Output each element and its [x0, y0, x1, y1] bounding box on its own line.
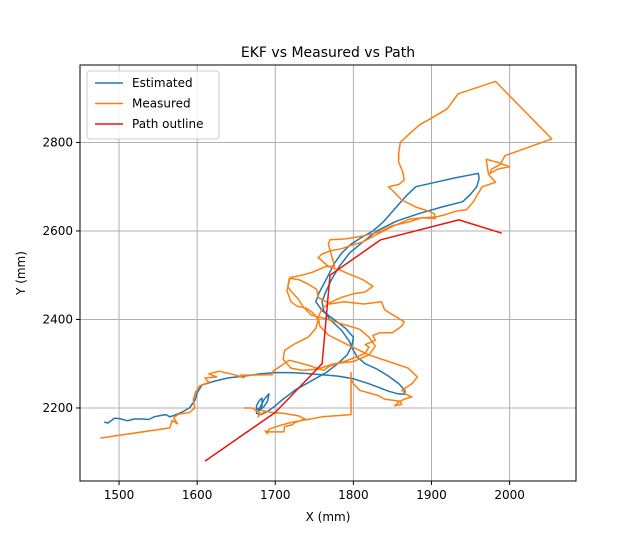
series-line-estimated [104, 172, 480, 424]
legend: Estimated Measured Path outline [86, 70, 220, 140]
series-line-path-outline [204, 219, 503, 462]
legend-label-measured: Measured [132, 97, 191, 111]
y-tick-label: 2600 [42, 224, 73, 238]
x-tick-label: 1800 [338, 488, 369, 502]
y-tick-label: 2200 [42, 401, 73, 415]
x-axis-label: X (mm) [306, 510, 351, 524]
x-tick-label: 1500 [104, 488, 135, 502]
y-tick-label: 2400 [42, 312, 73, 326]
series-layer [100, 80, 553, 462]
x-tick-label: 2000 [494, 488, 525, 502]
legend-box [86, 70, 220, 140]
x-tick-label: 1900 [416, 488, 447, 502]
y-tick-label: 2800 [42, 135, 73, 149]
series-line-measured [100, 80, 553, 439]
chart-title: EKF vs Measured vs Path [241, 45, 415, 61]
x-tick-label: 1600 [182, 488, 213, 502]
plot-frame [79, 64, 577, 482]
y-axis-label: Y (mm) [14, 251, 28, 296]
legend-label-path-outline: Path outline [132, 117, 203, 131]
x-tick-label: 1700 [260, 488, 291, 502]
ticks: 1500 1600 1700 1800 1900 2000 2200 2400 2600 2800 [42, 135, 524, 502]
legend-label-estimated: Estimated [132, 76, 193, 90]
